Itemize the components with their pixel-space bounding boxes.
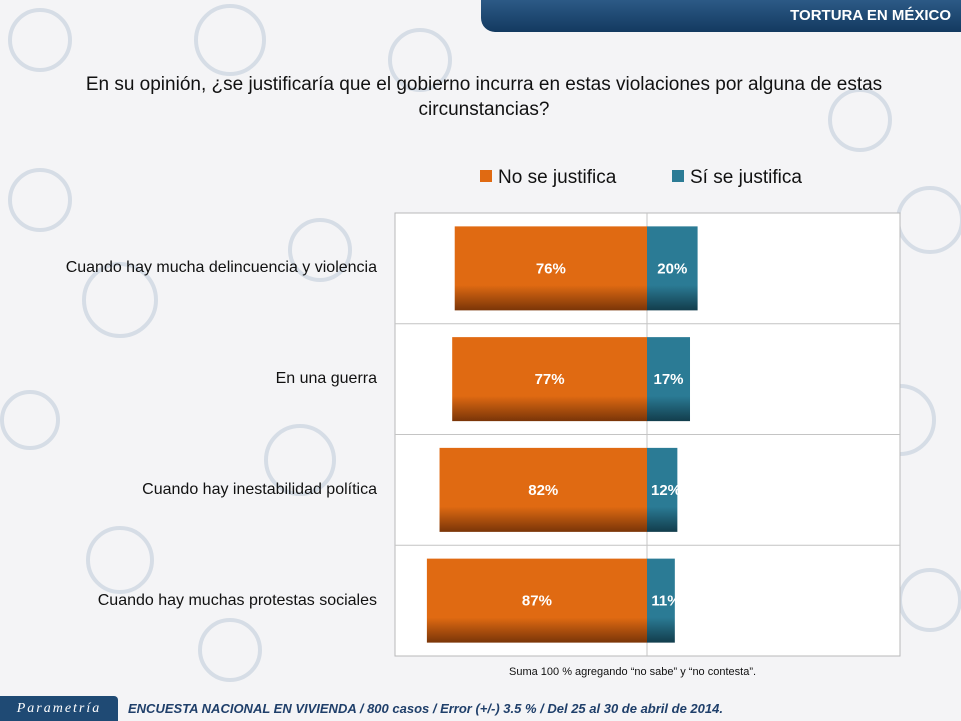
legend-item-no: No se justifica — [480, 167, 616, 191]
watermark-circle — [288, 218, 352, 282]
category-label-3: Cuando hay muchas protestas sociales — [97, 592, 377, 609]
survey-info: ENCUESTA NACIONAL EN VIVIENDA / 800 caso… — [128, 701, 723, 716]
bar-si-justifica — [647, 447, 678, 532]
watermark-circle — [388, 28, 452, 92]
watermark-circle — [194, 4, 266, 76]
legend-swatch-no — [480, 169, 492, 182]
data-label-si: 17% — [653, 371, 683, 388]
watermark-circle — [198, 618, 262, 682]
watermark-circle — [828, 88, 892, 152]
footnote: Suma 100 % agregando “no sabe” y “no con… — [509, 666, 757, 678]
data-label-no: 76% — [536, 260, 566, 277]
footer-bar: Parametría ENCUESTA NACIONAL EN VIVIENDA… — [0, 696, 961, 721]
watermark-circle — [0, 390, 60, 450]
category-label-0: Cuando hay mucha delincuencia y violenci… — [65, 259, 377, 276]
bar-no-justifica — [452, 337, 647, 422]
data-label-si: 12% — [651, 482, 681, 499]
header-bar: TORTURA EN MÉXICO — [481, 0, 961, 32]
brand-logo: Parametría — [0, 696, 118, 721]
legend-label-si: Sí se justifica — [690, 167, 802, 188]
header-title: TORTURA EN MÉXICO — [790, 7, 951, 24]
data-label-si: 20% — [657, 260, 687, 277]
question-text: En su opinión, ¿se justificaría que el g… — [85, 74, 883, 120]
bar-no-justifica — [454, 226, 647, 311]
bar-no-justifica — [426, 558, 647, 643]
watermark-circle — [86, 526, 154, 594]
data-label-no: 87% — [522, 593, 552, 610]
category-label-1: En una guerra — [275, 370, 377, 387]
data-label-no: 82% — [528, 482, 558, 499]
legend-item-si: Sí se justifica — [672, 167, 802, 191]
data-label-no: 77% — [535, 371, 565, 388]
watermark-circle — [82, 262, 158, 338]
watermark-circle — [8, 168, 72, 232]
watermark-circle — [264, 424, 336, 496]
watermark-circle — [8, 8, 72, 72]
bar-si-justifica — [647, 226, 698, 311]
legend-swatch-si — [672, 169, 684, 182]
bar-si-justifica — [647, 558, 675, 643]
legend-label-no: No se justifica — [498, 167, 617, 188]
bar-no-justifica — [439, 447, 647, 532]
bar-si-justifica — [647, 337, 691, 422]
category-label-2: Cuando hay inestabilidad política — [142, 481, 377, 498]
data-label-si: 11% — [651, 593, 680, 610]
